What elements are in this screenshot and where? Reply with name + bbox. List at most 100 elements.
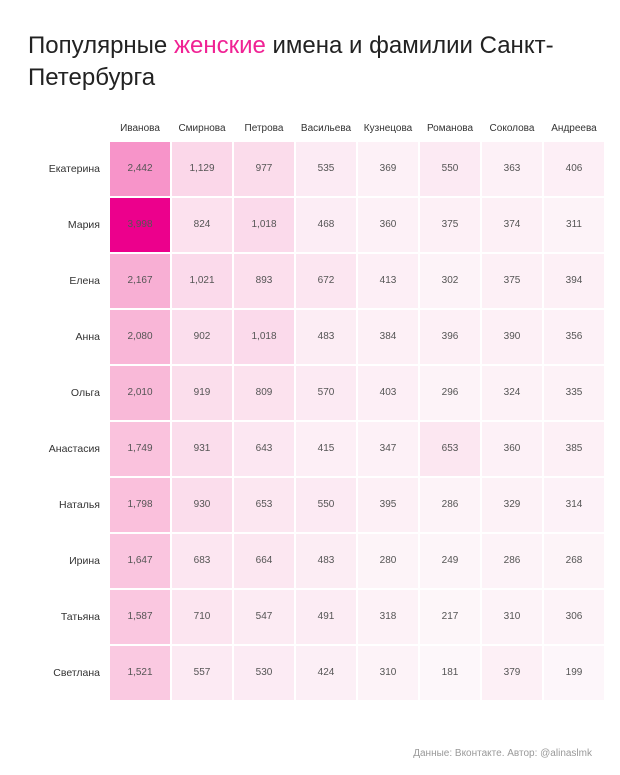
heatmap-cell: 394: [544, 254, 604, 308]
heatmap-cell: 902: [172, 310, 232, 364]
heatmap-cell: 683: [172, 534, 232, 588]
heatmap-cell: 249: [420, 534, 480, 588]
heatmap-cell: 1,587: [110, 590, 170, 644]
heatmap-cell: 672: [296, 254, 356, 308]
heatmap-cell: 335: [544, 366, 604, 420]
heatmap-cell: 217: [420, 590, 480, 644]
heatmap-cell: 2,167: [110, 254, 170, 308]
row-label: Ирина: [28, 534, 108, 588]
heatmap-cell: 547: [234, 590, 294, 644]
heatmap-cell: 385: [544, 422, 604, 476]
heatmap-cell: 318: [358, 590, 418, 644]
heatmap-cell: 824: [172, 198, 232, 252]
heatmap-cell: 550: [296, 478, 356, 532]
heatmap-cell: 356: [544, 310, 604, 364]
row-label: Екатерина: [28, 142, 108, 196]
heatmap-cell: 930: [172, 478, 232, 532]
heatmap-cell: 483: [296, 310, 356, 364]
heatmap-cell: 347: [358, 422, 418, 476]
column-header: Кузнецова: [358, 123, 418, 140]
heatmap-cell: 1,749: [110, 422, 170, 476]
heatmap-cell: 2,080: [110, 310, 170, 364]
heatmap-cell: 280: [358, 534, 418, 588]
heatmap-cell: 311: [544, 198, 604, 252]
heatmap-cell: 374: [482, 198, 542, 252]
heatmap-cell: 181: [420, 646, 480, 700]
heatmap-cell: 268: [544, 534, 604, 588]
heatmap-cell: 483: [296, 534, 356, 588]
heatmap-cell: 403: [358, 366, 418, 420]
heatmap-cell: 395: [358, 478, 418, 532]
heatmap-cell: 199: [544, 646, 604, 700]
heatmap-cell: 390: [482, 310, 542, 364]
row-label: Наталья: [28, 478, 108, 532]
heatmap-cell: 384: [358, 310, 418, 364]
heatmap-grid: ИвановаСмирноваПетроваВасильеваКузнецова…: [28, 123, 592, 700]
row-label: Анна: [28, 310, 108, 364]
heatmap-cell: 1,018: [234, 198, 294, 252]
heatmap-cell: 310: [482, 590, 542, 644]
heatmap-cell: 396: [420, 310, 480, 364]
heatmap-cell: 286: [420, 478, 480, 532]
grid-corner: [28, 123, 108, 140]
column-header: Васильева: [296, 123, 356, 140]
heatmap-cell: 931: [172, 422, 232, 476]
row-label: Ольга: [28, 366, 108, 420]
heatmap-cell: 653: [234, 478, 294, 532]
row-label: Светлана: [28, 646, 108, 700]
column-header: Романова: [420, 123, 480, 140]
column-header: Петрова: [234, 123, 294, 140]
heatmap-cell: 535: [296, 142, 356, 196]
heatmap-cell: 306: [544, 590, 604, 644]
heatmap-cell: 491: [296, 590, 356, 644]
heatmap-cell: 406: [544, 142, 604, 196]
heatmap-cell: 375: [482, 254, 542, 308]
row-label: Анастасия: [28, 422, 108, 476]
heatmap-cell: 1,521: [110, 646, 170, 700]
heatmap-cell: 329: [482, 478, 542, 532]
heatmap-cell: 1,018: [234, 310, 294, 364]
heatmap-cell: 557: [172, 646, 232, 700]
title-pre: Популярные: [28, 32, 174, 59]
heatmap-cell: 314: [544, 478, 604, 532]
heatmap-cell: 643: [234, 422, 294, 476]
heatmap-cell: 379: [482, 646, 542, 700]
heatmap-cell: 1,129: [172, 142, 232, 196]
heatmap-cell: 296: [420, 366, 480, 420]
heatmap-cell: 424: [296, 646, 356, 700]
page-title: Популярные женские имена и фамилии Санкт…: [28, 30, 592, 95]
heatmap-cell: 1,798: [110, 478, 170, 532]
heatmap-cell: 570: [296, 366, 356, 420]
heatmap-cell: 2,442: [110, 142, 170, 196]
heatmap-cell: 919: [172, 366, 232, 420]
heatmap-cell: 286: [482, 534, 542, 588]
heatmap-cell: 1,021: [172, 254, 232, 308]
heatmap-cell: 360: [482, 422, 542, 476]
heatmap-cell: 375: [420, 198, 480, 252]
heatmap-cell: 363: [482, 142, 542, 196]
heatmap-cell: 653: [420, 422, 480, 476]
heatmap-cell: 977: [234, 142, 294, 196]
heatmap-cell: 893: [234, 254, 294, 308]
heatmap-cell: 468: [296, 198, 356, 252]
column-header: Смирнова: [172, 123, 232, 140]
heatmap-cell: 302: [420, 254, 480, 308]
heatmap-cell: 809: [234, 366, 294, 420]
heatmap-cell: 550: [420, 142, 480, 196]
title-accent: женские: [174, 32, 266, 59]
column-header: Соколова: [482, 123, 542, 140]
heatmap-cell: 413: [358, 254, 418, 308]
heatmap-cell: 310: [358, 646, 418, 700]
heatmap-cell: 324: [482, 366, 542, 420]
column-header: Андреева: [544, 123, 604, 140]
row-label: Мария: [28, 198, 108, 252]
heatmap-cell: 2,010: [110, 366, 170, 420]
heatmap-cell: 360: [358, 198, 418, 252]
credit-line: Данные: Вконтакте. Автор: @alinaslmk: [413, 748, 592, 759]
heatmap-cell: 530: [234, 646, 294, 700]
heatmap-cell: 3,998: [110, 198, 170, 252]
row-label: Елена: [28, 254, 108, 308]
heatmap-cell: 1,647: [110, 534, 170, 588]
heatmap-cell: 710: [172, 590, 232, 644]
heatmap-cell: 664: [234, 534, 294, 588]
